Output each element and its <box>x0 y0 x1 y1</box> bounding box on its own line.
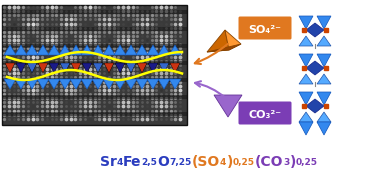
Polygon shape <box>15 79 27 89</box>
Polygon shape <box>103 45 115 55</box>
Polygon shape <box>5 63 15 73</box>
Polygon shape <box>38 63 48 73</box>
Polygon shape <box>299 92 313 105</box>
Polygon shape <box>59 79 71 89</box>
Polygon shape <box>104 63 114 73</box>
Text: Fe: Fe <box>123 155 142 169</box>
Polygon shape <box>93 63 103 73</box>
Polygon shape <box>15 45 27 55</box>
Polygon shape <box>115 63 125 73</box>
Polygon shape <box>4 79 16 89</box>
Bar <box>2 10 187 14</box>
Text: 7,25: 7,25 <box>169 158 192 167</box>
Polygon shape <box>214 95 242 117</box>
Text: Sr: Sr <box>100 155 117 169</box>
Bar <box>2 61 187 65</box>
Bar <box>2 112 187 116</box>
Polygon shape <box>92 79 104 89</box>
Text: 4: 4 <box>220 158 226 167</box>
Polygon shape <box>299 16 313 29</box>
Polygon shape <box>170 63 180 73</box>
Text: 0,25: 0,25 <box>296 158 318 167</box>
Polygon shape <box>126 63 136 73</box>
Polygon shape <box>299 122 313 135</box>
Polygon shape <box>169 45 181 55</box>
Text: (CO: (CO <box>255 155 283 169</box>
Polygon shape <box>158 45 170 55</box>
Polygon shape <box>48 45 60 55</box>
Polygon shape <box>158 79 170 89</box>
Polygon shape <box>147 79 159 89</box>
Polygon shape <box>317 122 331 135</box>
FancyBboxPatch shape <box>239 17 291 39</box>
Bar <box>2 44 187 48</box>
Polygon shape <box>317 92 331 105</box>
Polygon shape <box>37 45 49 55</box>
Text: 2,5: 2,5 <box>142 158 158 167</box>
Polygon shape <box>37 79 49 89</box>
Polygon shape <box>299 74 313 84</box>
Polygon shape <box>71 63 81 73</box>
Polygon shape <box>159 63 169 73</box>
Polygon shape <box>148 63 158 73</box>
Polygon shape <box>59 45 71 55</box>
Polygon shape <box>299 36 313 46</box>
Polygon shape <box>4 45 16 55</box>
Text: 4: 4 <box>117 158 123 167</box>
Text: ): ) <box>290 155 296 169</box>
Polygon shape <box>207 30 229 52</box>
Polygon shape <box>114 79 126 89</box>
Polygon shape <box>136 45 148 55</box>
Polygon shape <box>49 63 59 73</box>
Polygon shape <box>317 16 331 29</box>
Polygon shape <box>60 63 70 73</box>
Polygon shape <box>26 79 38 89</box>
Text: SO₄²⁻: SO₄²⁻ <box>248 25 282 35</box>
Polygon shape <box>136 79 148 89</box>
Polygon shape <box>299 112 313 122</box>
Polygon shape <box>70 79 82 89</box>
Polygon shape <box>82 63 92 73</box>
Polygon shape <box>16 63 26 73</box>
Bar <box>2 27 187 31</box>
Text: 3: 3 <box>283 158 290 167</box>
Bar <box>2 5 187 125</box>
Polygon shape <box>92 45 104 55</box>
Text: O: O <box>158 155 169 169</box>
Polygon shape <box>81 45 93 55</box>
Polygon shape <box>317 112 331 122</box>
Text: 0,25: 0,25 <box>233 158 255 167</box>
Polygon shape <box>48 79 60 89</box>
Polygon shape <box>317 36 331 46</box>
Polygon shape <box>27 63 37 73</box>
Polygon shape <box>225 30 241 50</box>
Text: ): ) <box>226 155 233 169</box>
Polygon shape <box>169 79 181 89</box>
Polygon shape <box>306 61 324 75</box>
Polygon shape <box>81 79 93 89</box>
Bar <box>2 95 187 99</box>
Polygon shape <box>317 74 331 84</box>
Polygon shape <box>147 45 159 55</box>
Polygon shape <box>70 45 82 55</box>
Bar <box>2 78 187 82</box>
Polygon shape <box>137 63 147 73</box>
Polygon shape <box>26 45 38 55</box>
Polygon shape <box>306 23 324 37</box>
Polygon shape <box>207 44 241 52</box>
Polygon shape <box>299 54 313 67</box>
Text: (SO: (SO <box>192 155 220 169</box>
Polygon shape <box>114 45 126 55</box>
Polygon shape <box>125 79 137 89</box>
Polygon shape <box>125 45 137 55</box>
Polygon shape <box>317 54 331 67</box>
FancyBboxPatch shape <box>239 102 291 125</box>
Polygon shape <box>306 99 324 113</box>
Text: CO₃²⁻: CO₃²⁻ <box>248 110 282 120</box>
Polygon shape <box>103 79 115 89</box>
